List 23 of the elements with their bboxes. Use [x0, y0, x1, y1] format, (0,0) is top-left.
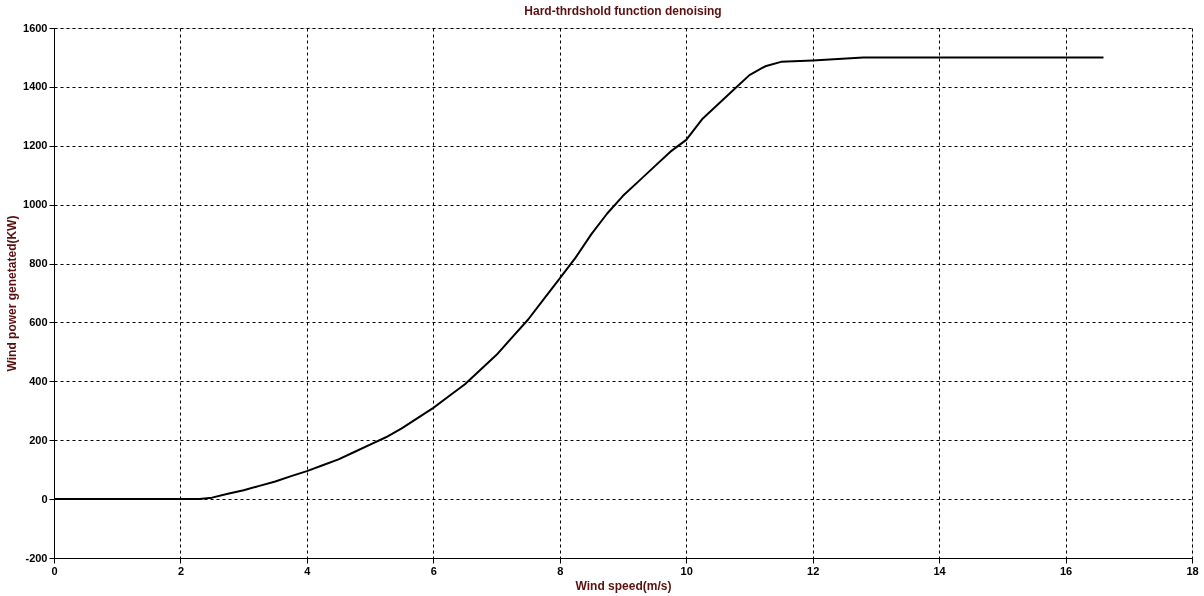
y-tick-label: 200: [29, 433, 48, 446]
x-tick-label: 4: [304, 564, 312, 577]
y-tick-label: 800: [29, 257, 48, 270]
y-tick-label: 1600: [23, 21, 48, 34]
x-tick-label: 18: [1186, 564, 1199, 577]
y-tick-label: 1000: [23, 198, 48, 211]
y-tick-label: -200: [25, 551, 48, 564]
chart-title: Hard-thrdshold function denoising: [524, 4, 722, 18]
y-tick-label: 400: [29, 374, 48, 387]
x-tick-label: 8: [557, 564, 564, 577]
x-tick-label: 2: [177, 564, 185, 577]
y-tick-label: 0: [41, 492, 48, 505]
y-tick-label: 1400: [23, 80, 48, 93]
x-tick-label: 10: [680, 564, 693, 577]
y-tick-label: 1200: [23, 139, 48, 152]
y-axis-title: Wind power genetated(KW): [5, 215, 20, 372]
x-axis-title: Wind speed(m/s): [575, 578, 672, 593]
x-tick-label: 12: [807, 564, 820, 577]
x-tick-label: 6: [430, 564, 437, 577]
x-tick-label: 14: [933, 564, 947, 577]
y-tick-label: 600: [29, 315, 48, 328]
x-tick-label: 16: [1059, 564, 1073, 577]
x-tick-label: 0: [51, 564, 58, 577]
